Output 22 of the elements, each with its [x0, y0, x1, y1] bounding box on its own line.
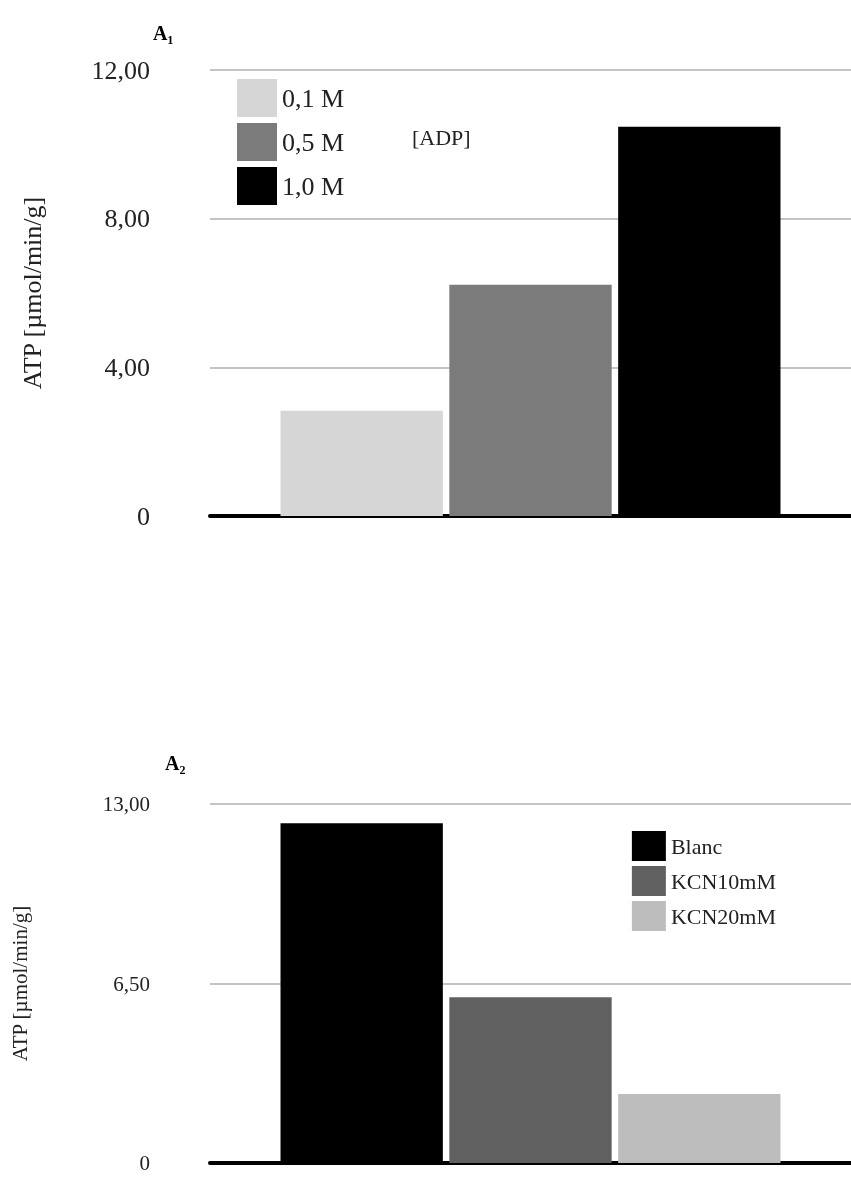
bar — [280, 410, 443, 516]
legend-label: 0,5 M — [282, 127, 345, 157]
y-axis-title: ATP [µmol/min/g] — [7, 905, 32, 1062]
legend-label: 0,1 M — [282, 83, 345, 113]
legend-label: Blanc — [670, 833, 723, 859]
y-tick-label: 0 — [137, 501, 150, 531]
bar — [449, 284, 612, 516]
y-axis-title: ATP [µmol/min/g] — [17, 196, 47, 390]
legend-title: [ADP] — [412, 124, 471, 150]
chart-title: A₁ — [153, 22, 174, 44]
bar — [618, 1093, 781, 1163]
y-tick-label: 0 — [139, 1151, 150, 1175]
y-tick-label: 8,00 — [104, 204, 150, 234]
y-tick-label: 13,00 — [102, 792, 150, 816]
chart-title: A₂ — [165, 752, 186, 774]
legend-label: KCN20mM — [670, 903, 776, 929]
legend-label: 1,0 M — [282, 171, 345, 201]
legend-label: KCN10mM — [670, 868, 776, 894]
y-tick-label: 6,50 — [113, 971, 150, 996]
y-tick-label: 4,00 — [104, 352, 150, 382]
bar — [449, 997, 612, 1163]
y-tick-label: 12,00 — [91, 55, 150, 85]
